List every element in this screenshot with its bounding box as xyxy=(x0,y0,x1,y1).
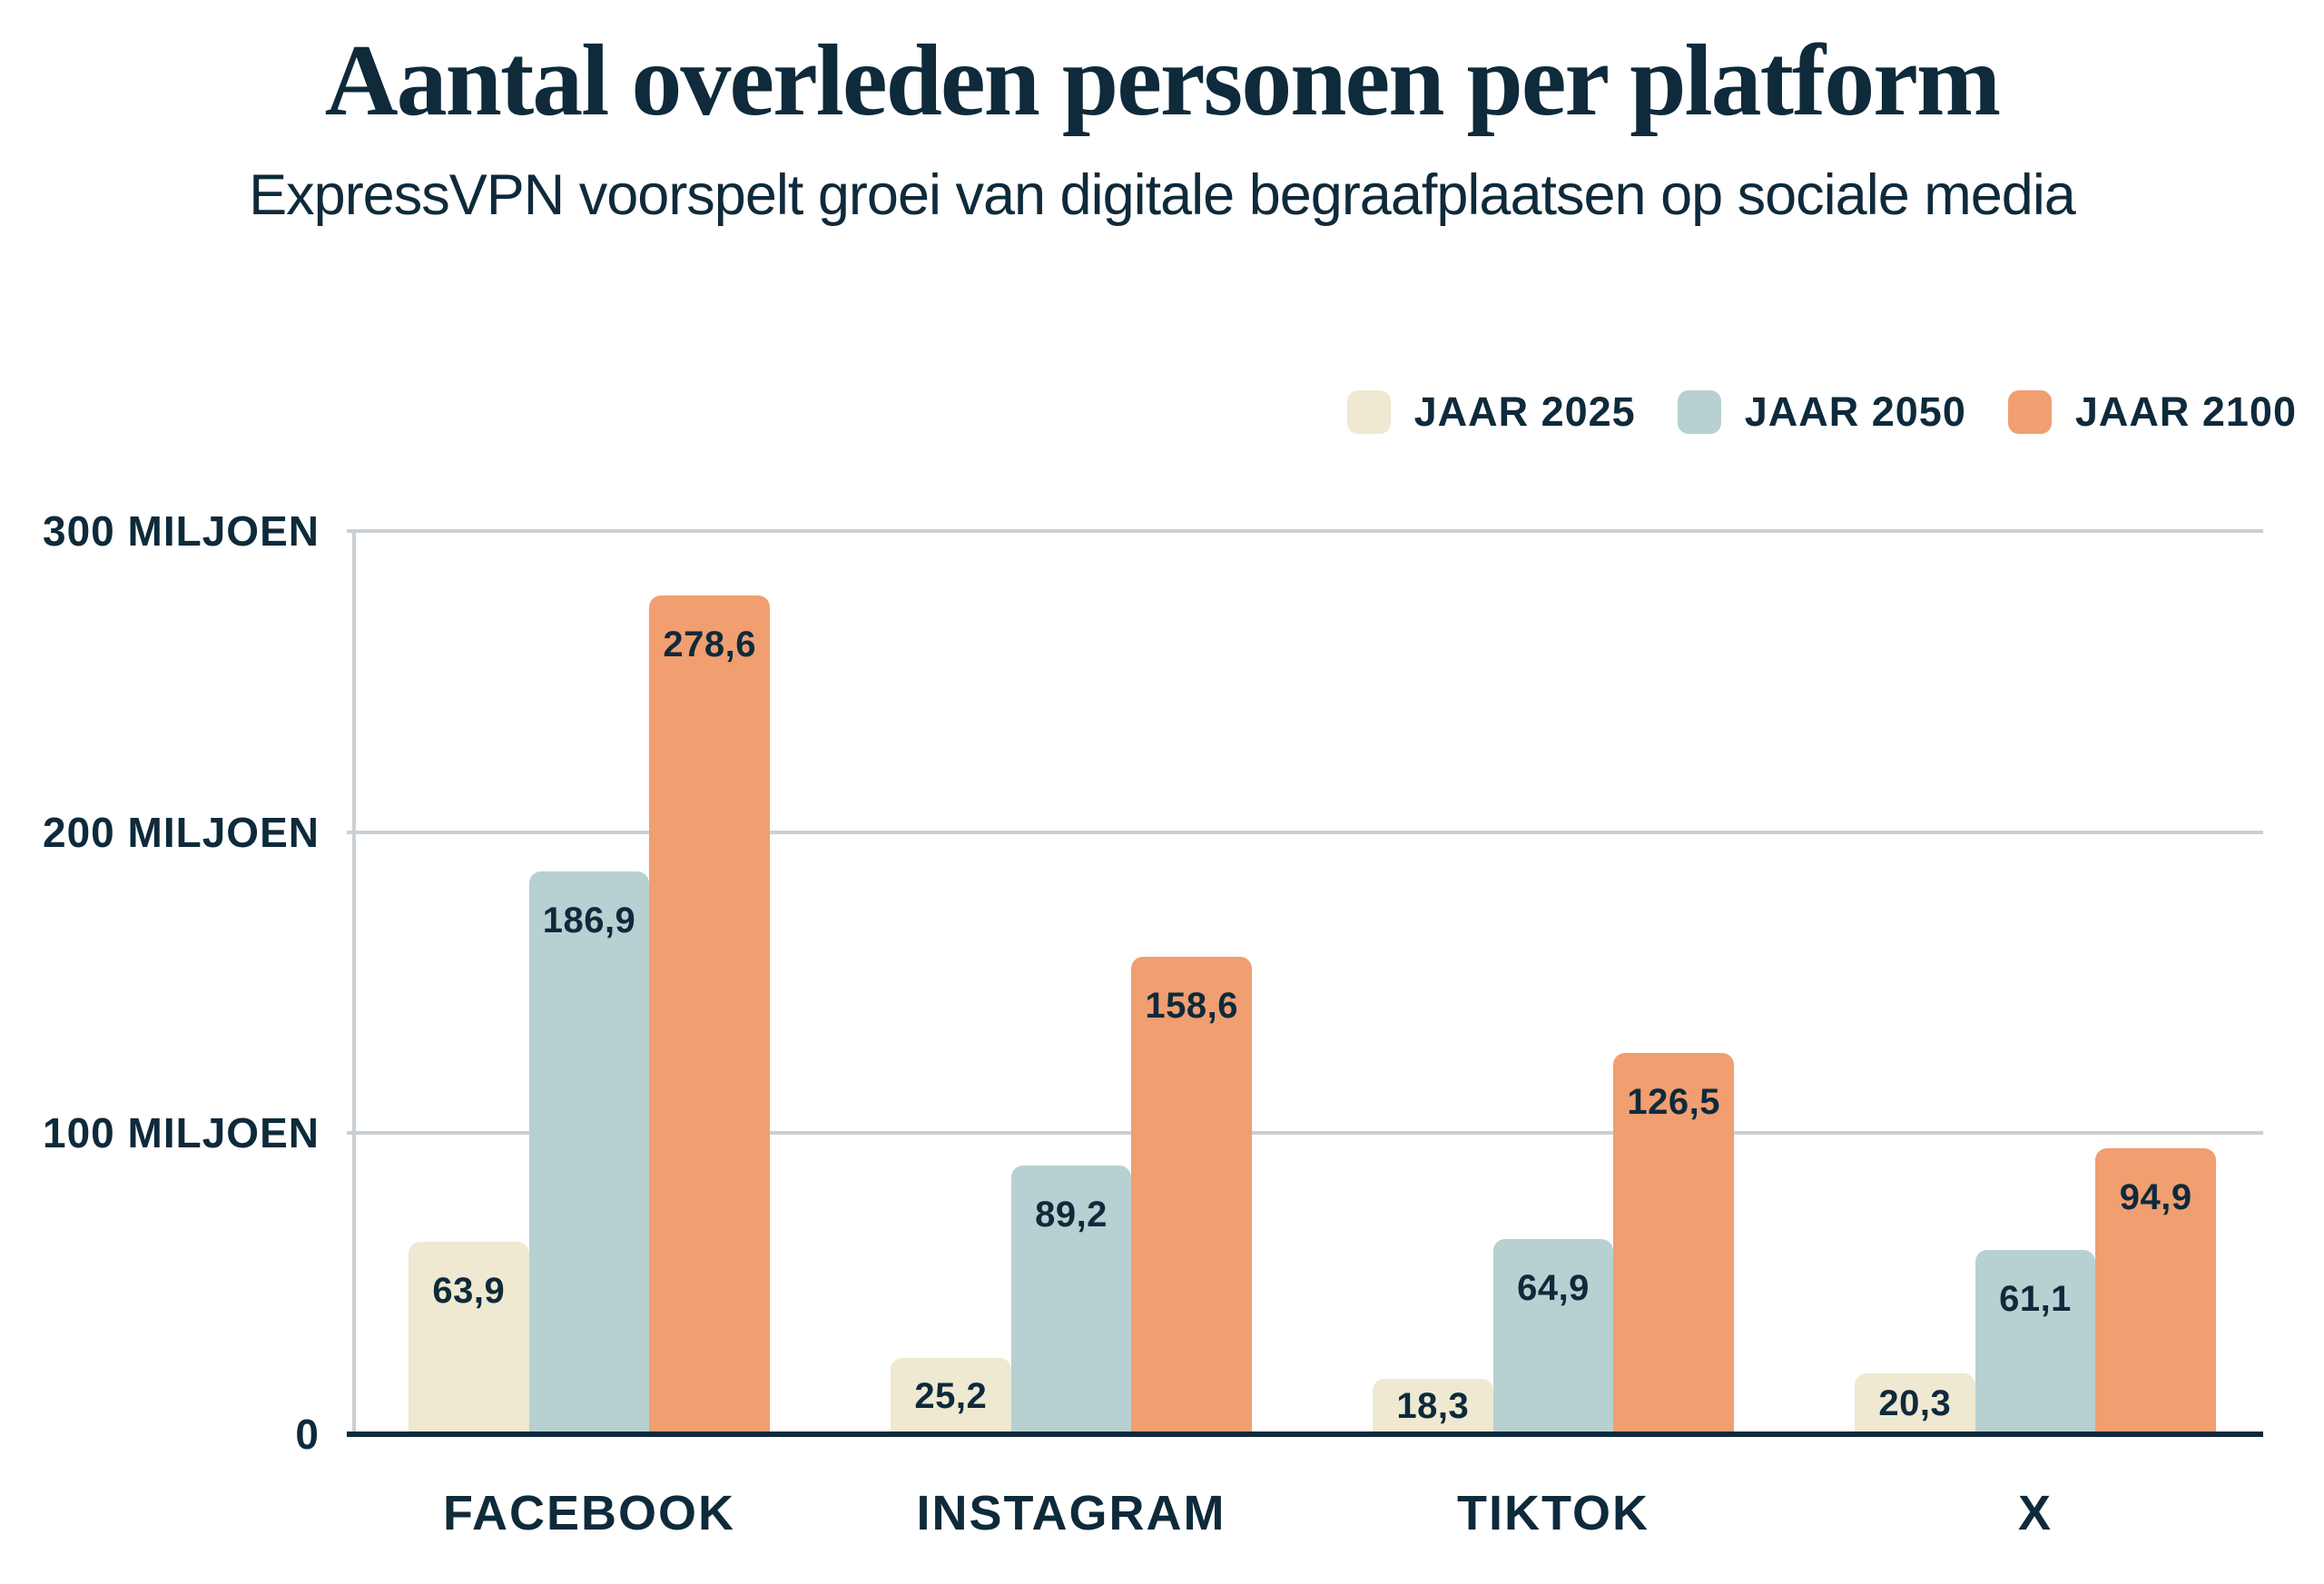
bar-value-label: 18,3 xyxy=(1396,1386,1470,1427)
bar-facebook-jaar-2100: 278,6 xyxy=(649,595,771,1434)
bar-facebook-jaar-2050: 186,9 xyxy=(528,871,650,1434)
bar-value-label: 126,5 xyxy=(1627,1082,1720,1123)
bar-group-x: 20,3 61,1 94,9 X xyxy=(1855,531,2217,1540)
bar-tiktok-jaar-2050: 64,9 xyxy=(1492,1238,1614,1434)
legend-label: JAAR 2050 xyxy=(1744,389,1966,435)
category-label-tiktok: TIKTOK xyxy=(1457,1486,1649,1540)
bar-group-facebook: 63,9 186,9 278,6 FACEBOOK xyxy=(409,531,771,1540)
bar-x-jaar-2050: 61,1 xyxy=(1974,1250,2096,1434)
category-label-x: X xyxy=(2017,1486,2053,1540)
gridline-300 xyxy=(347,529,2263,533)
legend-item-jaar-2025: JAAR 2025 xyxy=(1346,389,1636,436)
bar-facebook-jaar-2025: 63,9 xyxy=(409,1242,529,1434)
y-tick-0: 0 xyxy=(295,1411,320,1458)
bar-instagram-jaar-2050: 89,2 xyxy=(1010,1166,1132,1434)
category-label-instagram: INSTAGRAM xyxy=(916,1486,1226,1540)
category-label-facebook: FACEBOOK xyxy=(442,1486,736,1540)
bar-tiktok-jaar-2025: 18,3 xyxy=(1373,1379,1493,1434)
chart-title: Aantal overleden personen per platform xyxy=(324,25,2001,137)
bar-value-label: 158,6 xyxy=(1145,985,1238,1026)
y-axis-labels: 300 MILJOEN 200 MILJOEN 100 MILJOEN 0 xyxy=(0,507,320,1458)
gridline-200 xyxy=(347,830,2263,834)
x-axis-line xyxy=(347,1432,2263,1437)
bar-value-label: 25,2 xyxy=(914,1375,988,1416)
bar-value-label: 20,3 xyxy=(1878,1382,1952,1423)
legend-item-jaar-2050: JAAR 2050 xyxy=(1677,389,1966,436)
plot-area: 63,9 186,9 278,6 FACEBOOK 25,2 89,2 158,6 INSTA… xyxy=(347,529,2263,1540)
bar-instagram-jaar-2025: 25,2 xyxy=(891,1358,1011,1434)
bar-tiktok-jaar-2100: 126,5 xyxy=(1613,1053,1735,1434)
bar-value-label: 94,9 xyxy=(2119,1177,2192,1218)
legend-swatch-jaar-2025 xyxy=(1346,390,1391,434)
bar-x-jaar-2100: 94,9 xyxy=(2095,1148,2217,1434)
bar-instagram-jaar-2100: 158,6 xyxy=(1131,956,1253,1434)
legend-item-jaar-2100: JAAR 2100 xyxy=(2007,389,2297,436)
bar-group-tiktok: 18,3 64,9 126,5 TIKTOK xyxy=(1373,531,1735,1540)
bar-value-label: 278,6 xyxy=(663,624,756,664)
bar-x-jaar-2025: 20,3 xyxy=(1855,1372,1975,1434)
bar-value-label: 61,1 xyxy=(1999,1279,2072,1320)
y-tick-200: 200 MILJOEN xyxy=(43,808,320,856)
chart-subtitle: ExpressVPN voorspelt groei van digitale … xyxy=(249,163,2076,227)
bar-value-label: 63,9 xyxy=(432,1271,506,1312)
y-axis-line xyxy=(352,531,356,1434)
bar-value-label: 186,9 xyxy=(542,900,636,941)
legend-label: JAAR 2025 xyxy=(1413,389,1636,435)
bar-groups: 63,9 186,9 278,6 FACEBOOK 25,2 89,2 158,6 INSTA… xyxy=(354,531,2263,1540)
legend-label: JAAR 2100 xyxy=(2074,389,2297,435)
gridline-100 xyxy=(347,1131,2263,1136)
bar-group-instagram: 25,2 89,2 158,6 INSTAGRAM xyxy=(891,531,1253,1540)
y-tick-100: 100 MILJOEN xyxy=(43,1109,320,1157)
y-tick-300: 300 MILJOEN xyxy=(43,507,320,555)
bar-value-label: 64,9 xyxy=(1517,1267,1590,1308)
legend-swatch-jaar-2050 xyxy=(1677,390,1721,434)
legend-swatch-jaar-2100 xyxy=(2007,390,2052,434)
legend: JAAR 2025 JAAR 2050 JAAR 2100 xyxy=(1346,389,2297,436)
bar-value-label: 89,2 xyxy=(1035,1195,1108,1235)
